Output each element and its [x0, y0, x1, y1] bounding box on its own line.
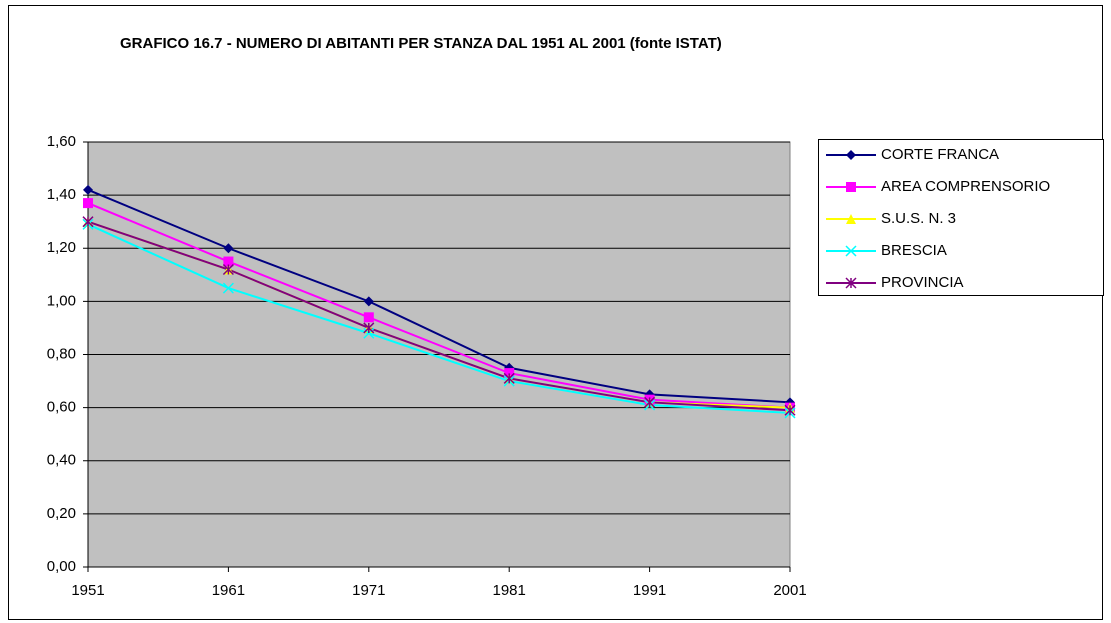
legend-label: PROVINCIA: [881, 274, 964, 291]
marker: [363, 322, 375, 334]
marker: [83, 198, 93, 209]
legend-marker: [845, 277, 857, 289]
marker: [363, 296, 374, 307]
x-tick-label: 1961: [212, 582, 245, 599]
x-tick-label: 2001: [773, 582, 806, 599]
marker: [223, 243, 234, 254]
marker: [644, 396, 656, 408]
chart-title: GRAFICO 16.7 - NUMERO DI ABITANTI PER ST…: [120, 35, 722, 52]
marker: [223, 256, 234, 267]
marker: [82, 216, 94, 228]
series-line: [87, 188, 791, 404]
marker: [222, 282, 234, 294]
legend-marker: [846, 214, 856, 224]
marker: [363, 312, 374, 323]
legend-label: AREA COMPRENSORIO: [881, 178, 1050, 195]
marker: [222, 263, 234, 276]
series-line: [87, 223, 791, 414]
marker: [363, 327, 375, 339]
legend: CORTE FRANCA AREA COMPRENSORIO S.U.S. N. 3…: [818, 139, 1104, 296]
y-tick-label: 0,80: [47, 345, 76, 362]
legend-marker: [846, 150, 856, 160]
x-tick-label: 1951: [71, 582, 104, 599]
x-tick-label: 1991: [633, 582, 666, 599]
y-tick-label: 1,40: [47, 186, 76, 203]
y-tick-label: 1,20: [47, 239, 76, 256]
marker: [504, 368, 515, 379]
y-tick-label: 0,20: [47, 505, 76, 522]
y-tick-label: 0,40: [47, 452, 76, 469]
series-line: [87, 202, 791, 409]
series-line: [87, 220, 791, 412]
legend-marker: [846, 182, 856, 192]
y-tick-label: 1,00: [47, 292, 76, 309]
y-tick-label: 1,60: [47, 133, 76, 150]
marker: [784, 404, 796, 416]
legend-label: BRESCIA: [881, 242, 947, 259]
legend-label: CORTE FRANCA: [881, 146, 999, 163]
x-tick-label: 1971: [352, 582, 385, 599]
legend-box: [818, 139, 1104, 296]
legend-marker: [845, 245, 857, 257]
y-tick-label: 0,60: [47, 399, 76, 416]
marker: [503, 372, 515, 384]
x-tick-label: 1981: [493, 582, 526, 599]
y-tick-label: 0,00: [47, 558, 76, 575]
legend-label: S.U.S. N. 3: [881, 210, 956, 227]
marker: [83, 184, 93, 195]
